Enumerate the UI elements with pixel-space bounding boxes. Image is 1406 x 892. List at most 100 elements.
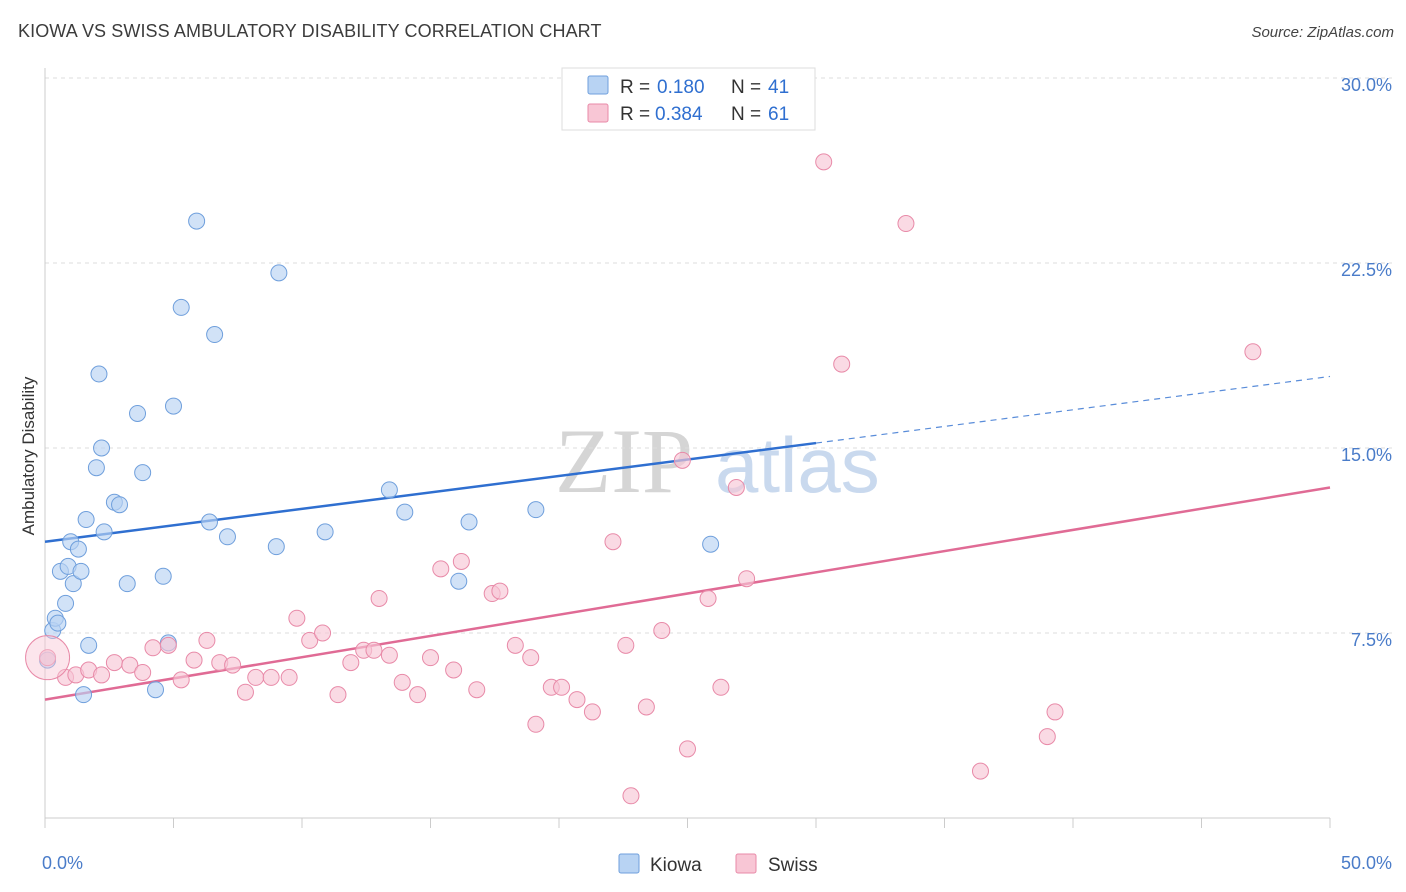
kiowa-point [396, 503, 414, 521]
kiowa-point [206, 326, 224, 344]
kiowa-point [147, 681, 165, 699]
swiss-point [1046, 703, 1064, 721]
swiss-point [342, 654, 360, 672]
kiowa-point [72, 562, 90, 580]
swiss-point [679, 740, 696, 758]
swiss-point [1244, 343, 1262, 361]
swiss-point [1038, 728, 1056, 746]
kiowa-point [134, 464, 152, 482]
swiss-point [491, 582, 509, 600]
kiowa-r-value: 0.180 [657, 77, 705, 98]
swiss-point [105, 654, 123, 672]
swiss-point [653, 622, 671, 640]
data-points [25, 153, 1262, 805]
swiss-r-label: R = [620, 104, 650, 125]
watermark-atlas: atlas [715, 421, 880, 509]
swiss-point [329, 686, 347, 704]
swiss-point [159, 636, 177, 654]
kiowa-point [527, 501, 545, 519]
kiowa-trend-extension [815, 375, 1331, 444]
swiss-point [699, 589, 717, 607]
kiowa-point [111, 496, 129, 514]
y-axis-label: Ambulatory Disability [19, 376, 38, 535]
kiowa-point [218, 528, 236, 546]
kiowa-point [172, 298, 190, 316]
swiss-point [314, 624, 332, 642]
y-tick-label: 22.5% [1341, 260, 1392, 280]
swiss-point [712, 678, 730, 696]
kiowa-point [129, 404, 147, 422]
kiowa-point [380, 481, 398, 499]
grid-lines [45, 77, 1392, 634]
kiowa-bottom-label: Kiowa [650, 855, 702, 876]
kiowa-bottom-swatch [618, 853, 640, 874]
swiss-point [280, 668, 298, 686]
kiowa-point [77, 511, 95, 529]
kiowa-point [165, 397, 182, 415]
stats-legend: R = 0.180 N = 41 R = 0.384 N = 61 [561, 67, 816, 131]
swiss-point [301, 631, 319, 649]
swiss-point [121, 656, 139, 674]
swiss-point [236, 683, 254, 701]
kiowa-point [188, 212, 206, 230]
swiss-point [468, 681, 486, 699]
x-tick-label-max: 50.0% [1341, 853, 1392, 873]
y-tick-label: 7.5% [1351, 630, 1392, 650]
kiowa-trend-line [44, 441, 817, 543]
y-tick-label: 15.0% [1341, 445, 1392, 465]
swiss-n-label: N = [731, 104, 761, 125]
kiowa-point [450, 572, 468, 590]
kiowa-point [316, 523, 334, 541]
swiss-point [445, 661, 463, 679]
chart-title: KIOWA VS SWISS AMBULATORY DISABILITY COR… [18, 21, 602, 41]
kiowa-n-value: 41 [768, 77, 789, 98]
kiowa-point [64, 575, 82, 593]
swiss-point [288, 609, 306, 627]
swiss-point [247, 668, 265, 686]
swiss-point [727, 478, 745, 496]
kiowa-point [95, 523, 113, 541]
kiowa-point [460, 513, 478, 531]
kiowa-point [118, 575, 136, 593]
swiss-point [971, 762, 989, 780]
swiss-point [365, 641, 383, 659]
kiowa-point [267, 538, 285, 556]
kiowa-point [154, 567, 172, 585]
swiss-n-value: 61 [768, 104, 789, 125]
swiss-trend-line [44, 486, 1331, 701]
kiowa-point [200, 513, 218, 531]
swiss-legend-swatch [587, 103, 609, 123]
swiss-point [452, 552, 470, 570]
swiss-point [604, 533, 622, 551]
swiss-point [553, 678, 571, 696]
kiowa-point [49, 614, 67, 632]
kiowa-point [87, 459, 105, 477]
swiss-point [897, 215, 915, 233]
kiowa-point [90, 365, 108, 383]
swiss-point [198, 631, 216, 649]
swiss-point [637, 698, 655, 716]
kiowa-point [75, 686, 93, 704]
swiss-point [380, 646, 398, 664]
kiowa-point [57, 594, 75, 612]
swiss-point-large [25, 635, 71, 681]
swiss-point [522, 649, 540, 667]
axes: 7.5% 15.0% 22.5% 30.0% 0.0% 50.0% [42, 68, 1392, 873]
y-tick-label: 30.0% [1341, 75, 1392, 95]
swiss-point [422, 649, 439, 667]
kiowa-point [270, 264, 288, 282]
swiss-point [144, 639, 162, 657]
swiss-point [815, 153, 833, 171]
swiss-point [506, 636, 524, 654]
swiss-point [224, 656, 242, 674]
swiss-point [39, 649, 57, 667]
swiss-point [432, 560, 450, 578]
kiowa-point [69, 540, 87, 558]
swiss-r-value: 0.384 [655, 104, 703, 125]
swiss-point [673, 451, 691, 469]
kiowa-n-label: N = [731, 77, 761, 98]
series-legend: Kiowa Swiss [618, 853, 818, 876]
swiss-point [93, 666, 111, 684]
kiowa-point [702, 535, 720, 553]
